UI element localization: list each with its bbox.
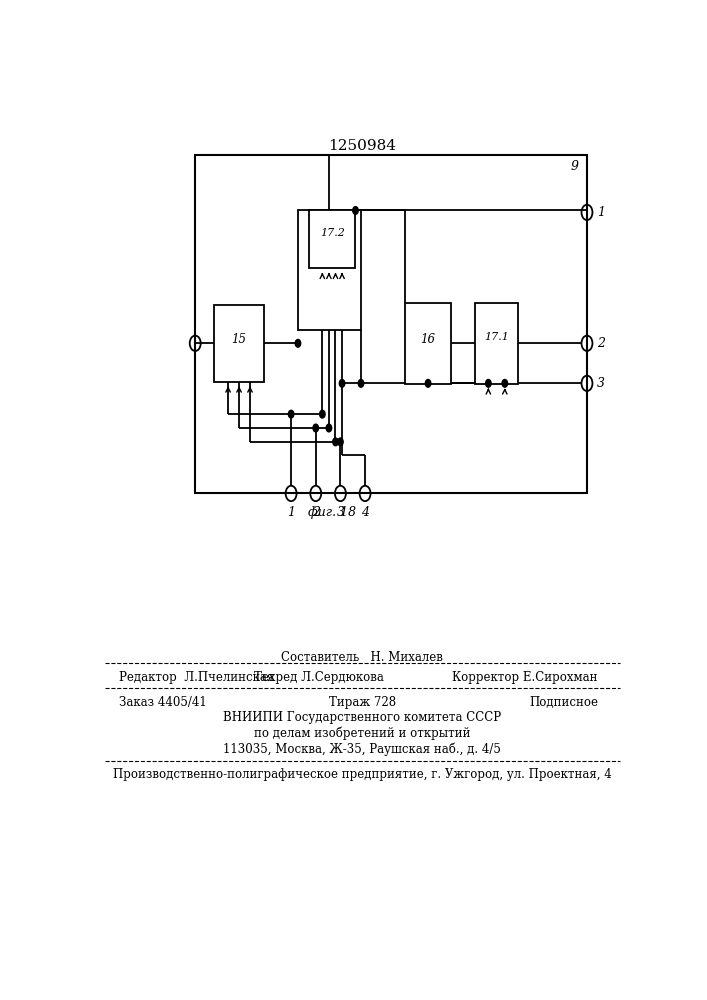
Text: 17.1: 17.1 bbox=[484, 332, 509, 342]
Circle shape bbox=[313, 424, 318, 432]
Circle shape bbox=[426, 379, 431, 387]
Text: 4: 4 bbox=[361, 506, 369, 519]
Circle shape bbox=[486, 379, 491, 387]
Bar bbox=[474, 303, 518, 384]
Text: Техред Л.Сердюкова: Техред Л.Сердюкова bbox=[254, 671, 383, 684]
Circle shape bbox=[296, 339, 300, 347]
Text: фиг. 18: фиг. 18 bbox=[308, 506, 356, 519]
Circle shape bbox=[288, 410, 294, 418]
Text: Заказ 4405/41: Заказ 4405/41 bbox=[119, 696, 206, 709]
Text: 2: 2 bbox=[597, 337, 605, 350]
Text: Составитель   Н. Михалев: Составитель Н. Михалев bbox=[281, 651, 443, 664]
Bar bbox=[298, 210, 361, 330]
Circle shape bbox=[338, 438, 343, 446]
Text: 113035, Москва, Ж-35, Раушская наб., д. 4/5: 113035, Москва, Ж-35, Раушская наб., д. … bbox=[223, 742, 501, 756]
Circle shape bbox=[353, 207, 358, 214]
Text: по делам изобретений и открытий: по делам изобретений и открытий bbox=[254, 727, 471, 740]
Text: 9: 9 bbox=[571, 160, 579, 173]
Circle shape bbox=[339, 379, 345, 387]
Circle shape bbox=[358, 379, 363, 387]
Text: Тираж 728: Тираж 728 bbox=[329, 696, 396, 709]
Text: 15: 15 bbox=[232, 333, 247, 346]
Bar bbox=[214, 305, 264, 382]
Text: Редактор  Л.Пчелинская: Редактор Л.Пчелинская bbox=[119, 671, 274, 684]
Circle shape bbox=[320, 410, 325, 418]
Text: Производственно-полиграфическое предприятие, г. Ужгород, ул. Проектная, 4: Производственно-полиграфическое предприя… bbox=[113, 768, 612, 781]
Text: 16: 16 bbox=[421, 333, 436, 346]
Text: 2: 2 bbox=[312, 506, 320, 519]
Text: 3: 3 bbox=[597, 377, 605, 390]
Text: Подписное: Подписное bbox=[529, 696, 598, 709]
Circle shape bbox=[326, 424, 332, 432]
Text: ВНИИПИ Государственного комитета СССР: ВНИИПИ Государственного комитета СССР bbox=[223, 711, 501, 724]
Circle shape bbox=[333, 438, 338, 446]
Bar bbox=[195, 155, 587, 493]
Bar bbox=[309, 210, 356, 268]
Text: 1250984: 1250984 bbox=[328, 139, 397, 153]
Text: 1: 1 bbox=[287, 506, 295, 519]
Text: 1: 1 bbox=[597, 206, 605, 219]
Text: 17.2: 17.2 bbox=[320, 228, 344, 238]
Text: Корректор Е.Сирохман: Корректор Е.Сирохман bbox=[452, 671, 598, 684]
Text: 3: 3 bbox=[337, 506, 344, 519]
Bar bbox=[405, 303, 451, 384]
Circle shape bbox=[502, 379, 508, 387]
